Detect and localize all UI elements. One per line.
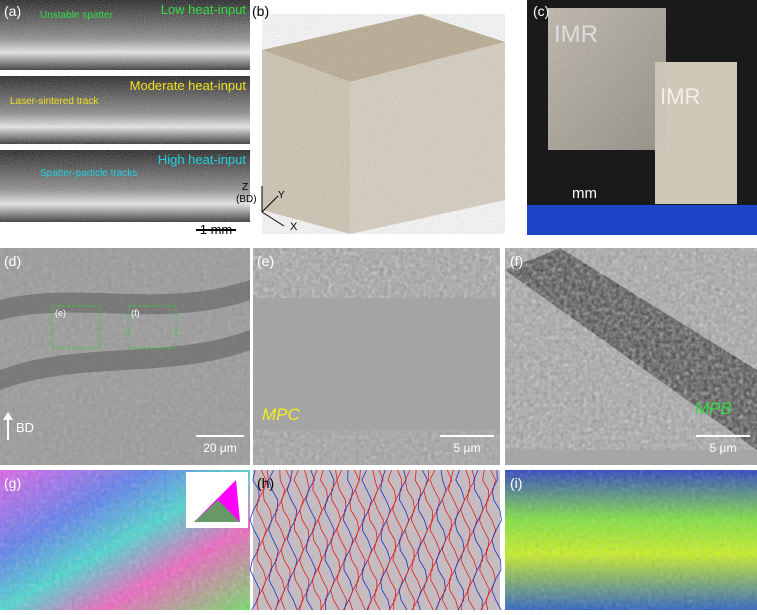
grain-boundary [398, 469, 410, 611]
grain-boundary [286, 469, 298, 611]
axis-label: (BD) [236, 194, 257, 205]
grain-boundary [311, 469, 323, 611]
direction: BD [16, 420, 34, 435]
panel-label: (g) [4, 475, 21, 491]
strip-title: Low heat-input [161, 2, 247, 17]
grain-boundary [330, 469, 341, 611]
panel-c: IMR IMR (c) mm [527, 0, 757, 235]
panel-label: (d) [4, 253, 21, 269]
panel-label: (c) [533, 3, 549, 19]
grain-boundary [429, 469, 441, 611]
panel-label: (i) [510, 475, 522, 491]
grain-boundary [479, 469, 490, 611]
panel-i: (i) [505, 470, 757, 610]
panel-label: (a) [4, 3, 21, 19]
grain-boundary [293, 469, 304, 611]
grain-boundary [404, 469, 415, 611]
grain-boundary [380, 469, 391, 611]
annotation: Unstable spatter [40, 10, 113, 21]
box-label: (f) [131, 308, 140, 318]
scale-bar: 1 mm [200, 222, 233, 237]
grain-boundary [373, 469, 385, 611]
panel-b: (b) Z (BD) Y X [236, 3, 505, 234]
strip-title: Moderate heat-input [130, 78, 247, 93]
grain-boundary [354, 469, 366, 611]
grain-boundary [280, 469, 292, 611]
scale-bar: 5 μm [710, 441, 737, 455]
grain-boundary [410, 469, 422, 611]
grain-boundary [317, 469, 329, 611]
scale-bar: 5 μm [454, 441, 481, 455]
region-label: MPC [262, 405, 301, 424]
panel-f: (f) MPB 5 μm [505, 248, 757, 465]
region-label: MPB [695, 399, 732, 418]
grain-boundary [472, 469, 484, 611]
panel-d: (e) (f) (d) BD 20 μm [0, 248, 250, 465]
grain-boundary [249, 469, 261, 611]
engraving: IMR [660, 84, 700, 109]
grain-boundary [417, 469, 428, 611]
panel-g: (g) [0, 470, 250, 610]
grain-boundary [261, 469, 273, 611]
boundaries [249, 469, 502, 611]
grain-boundary [336, 469, 347, 611]
grain-boundary [454, 469, 465, 611]
grain-boundary [441, 469, 453, 611]
grain-boundary [361, 469, 373, 611]
panel-e: (e) MPC 5 μm [253, 248, 500, 465]
annotation: Spatter-particle tracks [40, 168, 137, 179]
grain-boundary [448, 469, 459, 611]
grain-boundary [491, 469, 502, 611]
grain-boundary [385, 469, 397, 611]
scale-bar: 20 μm [203, 441, 237, 455]
annotation: Laser-sintered track [10, 96, 99, 107]
axis-label: X [290, 221, 298, 233]
grain-boundary [305, 469, 317, 611]
grain-boundary [343, 469, 354, 611]
box-label: (e) [55, 308, 66, 318]
panel-label: (h) [257, 475, 274, 491]
axis-label: Y [278, 190, 285, 201]
axis-label: Z [242, 182, 248, 193]
grain-boundary [348, 469, 360, 611]
panel-label: (b) [252, 3, 269, 19]
grain-boundary [268, 469, 279, 611]
engraving: IMR [554, 21, 598, 48]
panel-a: (a) Low heat-input Unstable spatter Mode… [0, 0, 250, 237]
panel-label: (e) [257, 253, 274, 269]
grain-boundary [466, 469, 478, 611]
strip-title: High heat-input [158, 152, 247, 167]
panel-h: (h) [249, 469, 502, 611]
panel-label: (f) [510, 253, 523, 269]
grain-boundary [423, 469, 434, 611]
scale-unit: mm [572, 185, 597, 202]
